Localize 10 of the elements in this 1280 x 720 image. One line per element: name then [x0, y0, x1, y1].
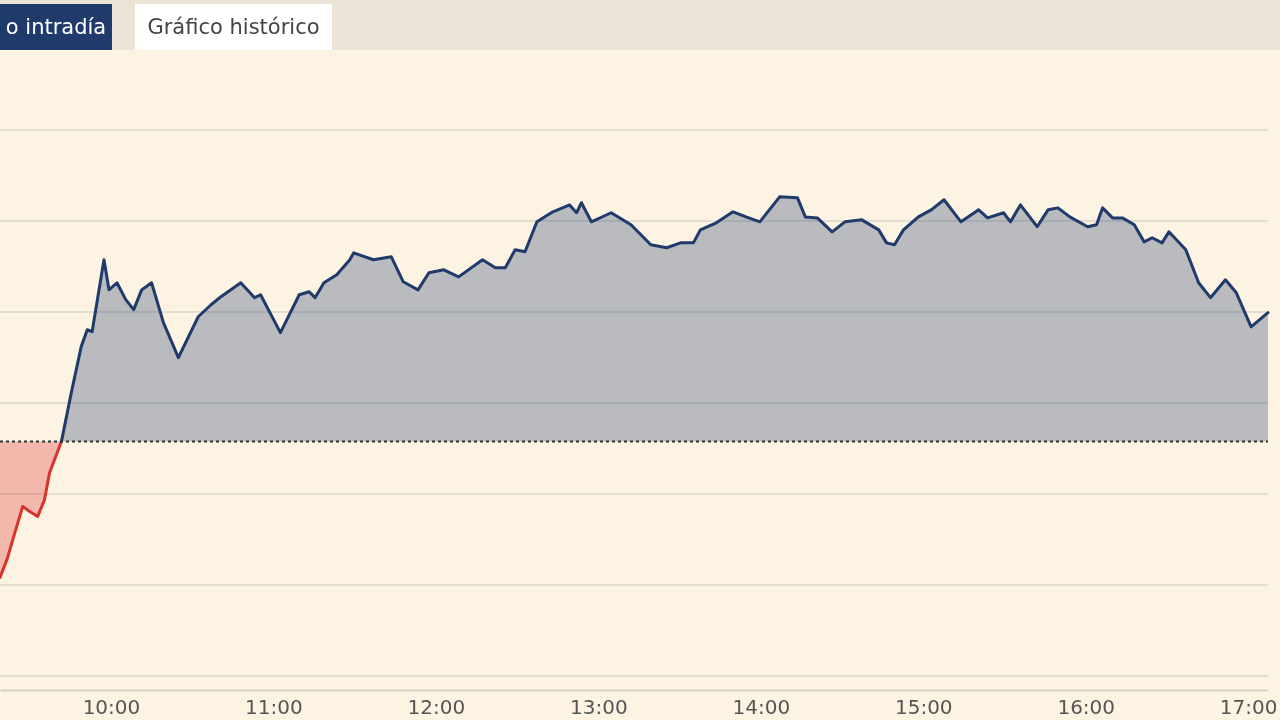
x-tick-label: 13:00	[570, 695, 628, 720]
text: Gráfico histórico	[147, 15, 320, 39]
x-tick-label: 11:00	[245, 695, 303, 720]
x-tick-label: 14:00	[732, 695, 791, 720]
x-tick-label: 12:00	[407, 695, 466, 720]
x-tick-label: 10:00	[82, 695, 141, 720]
x-tick-label: 15:00	[894, 695, 953, 720]
text: o intradía	[5, 15, 107, 39]
x-tick-label: 16:00	[1057, 695, 1116, 720]
x-tick-label: 17:00	[1219, 695, 1278, 720]
